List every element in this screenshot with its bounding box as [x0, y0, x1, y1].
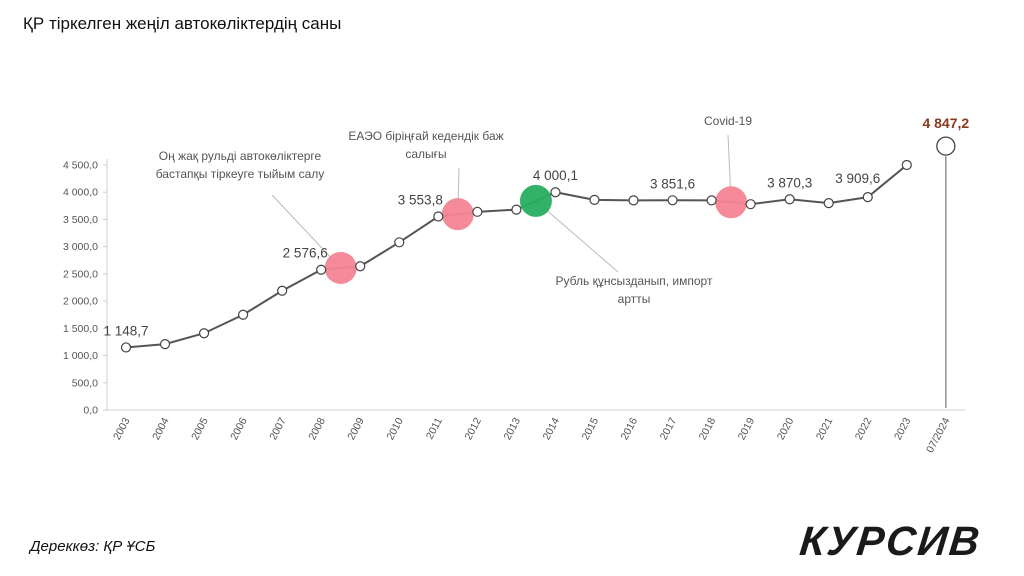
y-tick-label: 2 000,0: [63, 296, 98, 308]
y-tick-label: 0,0: [83, 405, 98, 417]
event-label: артты: [618, 292, 651, 306]
chart-title: ҚР тіркелген жеңіл автокөліктердің саны: [23, 14, 342, 33]
event-label: Оң жақ рульді автокөліктерге: [159, 149, 322, 163]
data-point: [316, 264, 327, 275]
data-point: [901, 159, 912, 171]
x-tick-label: 2023: [892, 416, 914, 442]
y-tick-label: 500,0: [72, 377, 98, 389]
event-marker: [715, 186, 748, 219]
event-marker: [441, 198, 474, 231]
data-point: [511, 204, 522, 215]
data-point: [238, 309, 249, 320]
x-tick-label: 2012: [462, 416, 484, 442]
x-tick-label: 2006: [228, 416, 250, 442]
y-tick-label: 1 000,0: [63, 350, 98, 362]
x-tick-label: 2020: [775, 416, 797, 442]
y-tick-label: 1 500,0: [63, 323, 98, 335]
x-tick-label: 2017: [658, 416, 680, 442]
x-tick-label: 2015: [580, 416, 602, 442]
data-label: 2 576,6: [283, 246, 328, 261]
event-label: бастапқы тіркеуге тыйым салу: [156, 167, 325, 181]
y-tick-label: 4 000,0: [63, 187, 98, 199]
event-label: ЕАЭО біріңғай кедендік баж: [348, 129, 503, 143]
event-callout-line: [535, 200, 619, 273]
source-note: Дереккөз: ҚР ҰСБ: [30, 538, 156, 555]
data-label: 1 148,7: [103, 323, 148, 338]
data-label: 3 909,6: [835, 171, 880, 186]
data-labels: 1 148,7 2 576,6 3 553,8 4 000,1 3 851,6 3 870…: [103, 115, 969, 338]
x-tick-label: 2010: [384, 416, 406, 442]
data-point: [198, 328, 210, 339]
data-point: [589, 194, 600, 205]
x-tick-label: 2003: [111, 416, 133, 442]
event-label: Covid-19: [704, 114, 752, 128]
x-tick-label: 2022: [853, 416, 875, 442]
y-tick-label: 3 000,0: [63, 241, 98, 253]
x-tick-label: 2004: [150, 416, 172, 442]
event-label: Рубль құнсызданып, импорт: [556, 274, 713, 288]
data-label: 3 870,3: [767, 175, 812, 190]
x-axis: 2003 2004 2005 2006 2007 2008 2009 2010 2011 2012…: [107, 409, 965, 455]
data-label: 3 553,8: [398, 193, 443, 208]
x-tick-label: 2019: [736, 416, 758, 442]
brand-logo: КУРСИВ: [797, 518, 984, 564]
x-tick-label: 2008: [306, 416, 328, 442]
line-chart: 0,0 500,0 1 000,0 1 500,0 2 000,0 2 500,0 3 00…: [63, 114, 969, 455]
event-marker: [324, 251, 357, 284]
y-tick-label: 4 500,0: [63, 160, 98, 172]
data-point: [706, 195, 717, 206]
x-tick-label: 2014: [541, 416, 563, 442]
series-line: [125, 164, 908, 349]
data-label: 4 000,1: [533, 168, 578, 183]
y-tick-label: 2 500,0: [63, 268, 98, 280]
data-point: [745, 199, 756, 210]
data-point: [862, 192, 873, 203]
data-point: [550, 187, 561, 198]
data-point: [120, 342, 132, 353]
data-point: [355, 261, 366, 272]
event-callout-line: [271, 194, 342, 269]
data-point: [394, 237, 405, 248]
y-axis: 0,0 500,0 1 000,0 1 500,0 2 000,0 2 500,0 3 00…: [63, 159, 108, 417]
data-point: [628, 195, 639, 206]
event-annotations: Оң жақ рульді автокөліктерге бастапқы тір…: [156, 114, 753, 306]
data-label: 4 847,2: [922, 115, 969, 131]
series-polyline: [125, 164, 908, 349]
y-tick-label: 3 500,0: [63, 214, 98, 226]
x-tick-label: 2007: [267, 416, 289, 442]
x-tick-label: 2011: [424, 416, 445, 442]
data-point: [823, 198, 834, 209]
data-point: [784, 194, 795, 205]
x-tick-label: 2009: [345, 416, 367, 442]
event-label: салығы: [405, 147, 446, 161]
x-tick-label: 2021: [814, 416, 836, 442]
data-point: [159, 339, 171, 350]
x-tick-label: 2018: [697, 416, 719, 442]
event-marker: [519, 184, 552, 217]
x-tick-label: 2005: [189, 416, 211, 442]
x-tick-label: 07/2024: [924, 416, 952, 455]
x-tick-label: 2016: [619, 416, 641, 442]
data-label: 3 851,6: [650, 176, 695, 191]
data-point: [472, 206, 483, 217]
x-tick-label: 2013: [501, 416, 523, 442]
data-points: [120, 136, 956, 408]
data-point: [667, 195, 678, 206]
data-point: [433, 211, 444, 222]
data-point: [277, 285, 288, 296]
highlight-point: [936, 136, 956, 156]
